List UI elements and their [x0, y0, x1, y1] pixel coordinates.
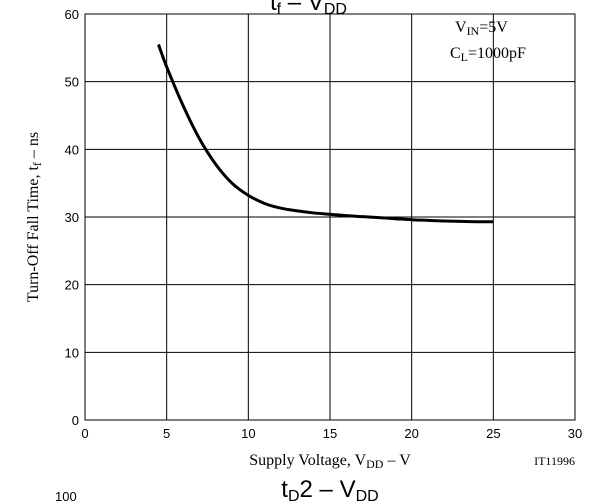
x-tick-label: 20 — [404, 426, 418, 441]
annotation-cl: CL=1000pF — [450, 45, 526, 64]
x-tick-label: 15 — [323, 426, 337, 441]
x-tick-label: 25 — [486, 426, 500, 441]
annotation-vin: VIN=5V — [455, 19, 508, 38]
x-tick-label: 30 — [568, 426, 582, 441]
x-tick-label: 0 — [81, 426, 88, 441]
stray-label: 100 — [55, 489, 77, 501]
x-tick-label: 10 — [241, 426, 255, 441]
y-tick-label: 40 — [65, 142, 79, 157]
x-tick-label: 5 — [163, 426, 170, 441]
y-axis-label: Turn-Off Fall Time, tf – ns — [25, 132, 44, 302]
y-tick-label: 30 — [65, 210, 79, 225]
series-group — [157, 43, 494, 224]
y-tick-labels: 0 10 20 30 40 50 60 — [65, 7, 79, 428]
top-title: tf – VDD — [270, 0, 347, 18]
x-tick-labels: 0 5 10 15 20 25 30 — [81, 426, 582, 441]
fall-time-curve — [157, 43, 494, 224]
y-tick-label: 60 — [65, 7, 79, 22]
x-axis-label: Supply Voltage, VDD – V — [249, 452, 411, 471]
y-tick-label: 20 — [65, 278, 79, 293]
bottom-title: tD2 – VDD — [281, 476, 378, 501]
y-tick-label: 0 — [72, 413, 79, 428]
grid-lines — [85, 14, 575, 420]
y-tick-label: 10 — [65, 345, 79, 360]
figure-code: IT11996 — [534, 454, 575, 468]
y-tick-label: 50 — [65, 75, 79, 90]
